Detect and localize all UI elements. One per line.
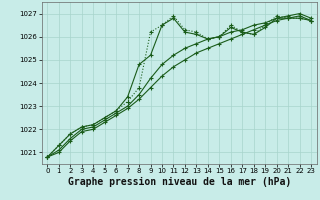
X-axis label: Graphe pression niveau de la mer (hPa): Graphe pression niveau de la mer (hPa) <box>68 177 291 187</box>
